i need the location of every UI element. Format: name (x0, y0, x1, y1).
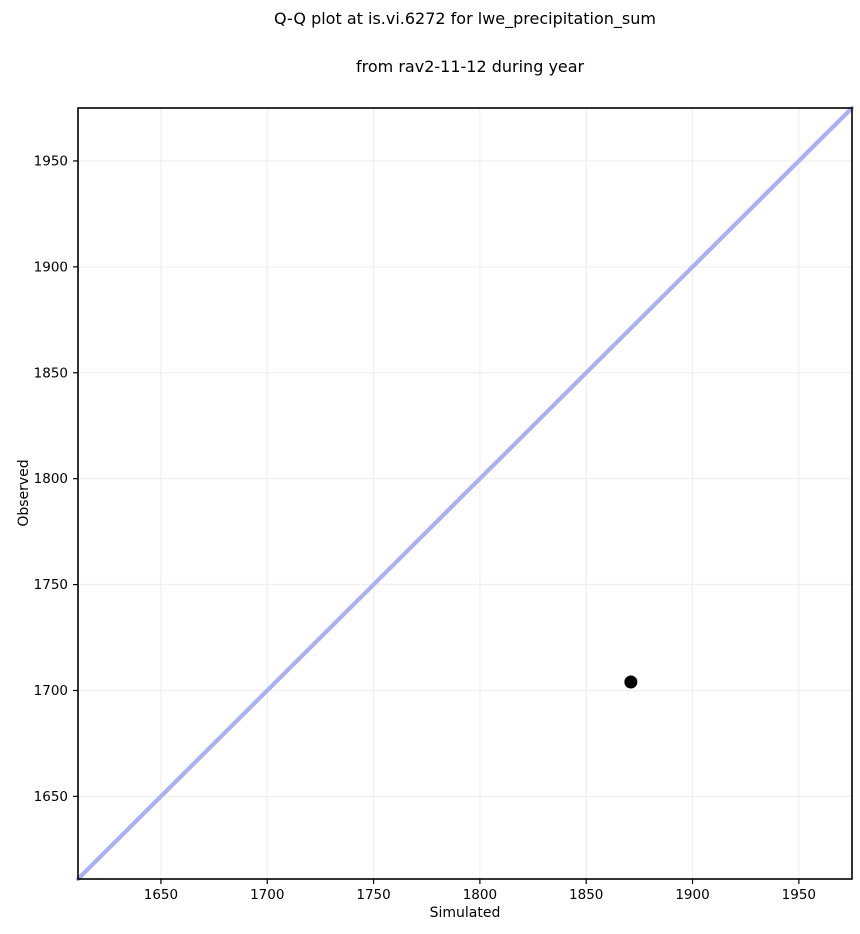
y-tick-label: 1950 (34, 153, 68, 169)
x-tick-label: 1650 (144, 887, 178, 903)
x-tick-label: 1800 (463, 887, 497, 903)
x-tick-label: 1850 (569, 887, 603, 903)
chart-title: Q-Q plot at is.vi.6272 for lwe_precipita… (78, 7, 852, 79)
x-tick-label: 1900 (675, 887, 709, 903)
chart-title-line-1: Q-Q plot at is.vi.6272 for lwe_precipita… (274, 9, 656, 28)
y-tick-label: 1700 (34, 683, 68, 699)
chart-title-line-2: from rav2-11-12 during year (356, 57, 585, 76)
y-tick-label: 1850 (34, 365, 68, 381)
data-point (624, 675, 638, 689)
y-tick-label: 1900 (34, 259, 68, 275)
y-tick-label: 1800 (34, 471, 68, 487)
x-tick-label: 1750 (356, 887, 390, 903)
x-axis-label: Simulated (429, 905, 501, 921)
y-tick-label: 1750 (34, 577, 68, 593)
plot-border (77, 107, 853, 880)
x-tick-label: 1700 (250, 887, 284, 903)
identity-line (75, 105, 855, 882)
y-axis-label: Observed (16, 459, 32, 527)
x-tick-label: 1950 (782, 887, 816, 903)
y-tick-label: 1650 (34, 789, 68, 805)
